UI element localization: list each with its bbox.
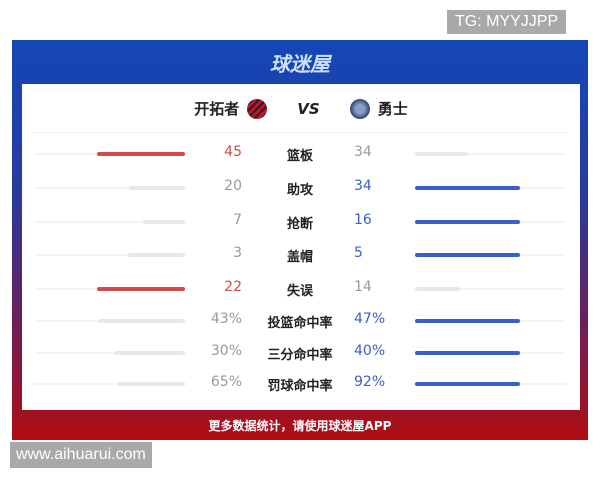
stat-row: 65% 罚球命中率 92% [22, 374, 580, 394]
left-bar [129, 186, 185, 190]
left-track [35, 187, 185, 189]
stat-label: 助攻 [286, 183, 313, 198]
right-value: 47% [354, 311, 386, 327]
left-value: 65% [210, 374, 242, 390]
stat-row: 22 失误 14 [22, 279, 580, 299]
left-track [35, 221, 185, 223]
right-bar [415, 220, 520, 224]
right-bar [415, 287, 460, 291]
right-bar [415, 253, 520, 257]
stats-panel: 球迷屋 开拓者 VS 勇士 45 篮板 34 20 助攻 34 7 抢断 16 … [12, 40, 588, 440]
right-bar [415, 382, 520, 386]
stat-row: 20 助攻 34 [22, 178, 580, 198]
left-team-name: 开拓者 [194, 100, 240, 118]
left-value: 43% [210, 311, 242, 327]
left-bar [128, 253, 185, 257]
warriors-logo-icon [349, 98, 370, 119]
stat-label: 失误 [286, 284, 313, 299]
stat-row: 43% 投篮命中率 47% [22, 311, 580, 331]
right-value: 34 [354, 178, 372, 194]
watermark-top: TG: MYYJJPP [447, 10, 567, 34]
right-value: 5 [354, 245, 363, 261]
stat-label: 三分命中率 [267, 348, 333, 363]
left-value: 30% [210, 343, 242, 359]
stats-card: 开拓者 VS 勇士 45 篮板 34 20 助攻 34 7 抢断 16 3 盖帽… [22, 84, 580, 410]
blazers-logo-icon [247, 98, 268, 119]
matchup-header: 开拓者 VS 勇士 [22, 98, 580, 119]
left-track [35, 352, 185, 354]
left-bar [114, 351, 185, 355]
stat-row: 30% 三分命中率 40% [22, 343, 580, 363]
brand-logo: 球迷屋 [270, 52, 330, 76]
right-value: 14 [354, 279, 372, 295]
left-value: 22 [224, 279, 242, 295]
right-bar [415, 351, 520, 355]
left-bar [143, 220, 185, 224]
stat-label: 篮板 [286, 149, 313, 164]
stat-label: 盖帽 [286, 250, 313, 265]
stat-row: 7 抢断 16 [22, 212, 580, 232]
right-bar [415, 152, 468, 156]
stat-row: 45 篮板 34 [22, 144, 580, 164]
left-value: 3 [233, 245, 242, 261]
left-value: 45 [224, 144, 242, 160]
right-bar [415, 186, 520, 190]
right-value: 34 [354, 144, 372, 160]
divider [34, 132, 568, 133]
vs-label: VS [297, 99, 320, 118]
right-value: 92% [354, 374, 386, 390]
stat-label: 罚球命中率 [267, 379, 333, 394]
right-team-name: 勇士 [377, 100, 408, 118]
left-bar [97, 152, 185, 156]
right-track [415, 288, 565, 290]
right-value: 40% [354, 343, 386, 359]
left-bar [97, 287, 185, 291]
left-track [35, 383, 185, 385]
right-bar [415, 319, 520, 323]
right-value: 16 [354, 212, 372, 228]
left-value: 20 [224, 178, 242, 194]
stat-row: 3 盖帽 5 [22, 245, 580, 265]
right-track [415, 153, 565, 155]
stat-label: 抢断 [286, 217, 313, 232]
left-value: 7 [233, 212, 242, 228]
left-track [35, 254, 185, 256]
left-bar [118, 382, 185, 386]
stat-label: 投篮命中率 [267, 316, 333, 331]
watermark-bottom: www.aihuarui.com [10, 442, 152, 468]
footer-promo: 更多数据统计，请使用球迷屋APP [208, 419, 392, 433]
left-bar [98, 319, 185, 323]
